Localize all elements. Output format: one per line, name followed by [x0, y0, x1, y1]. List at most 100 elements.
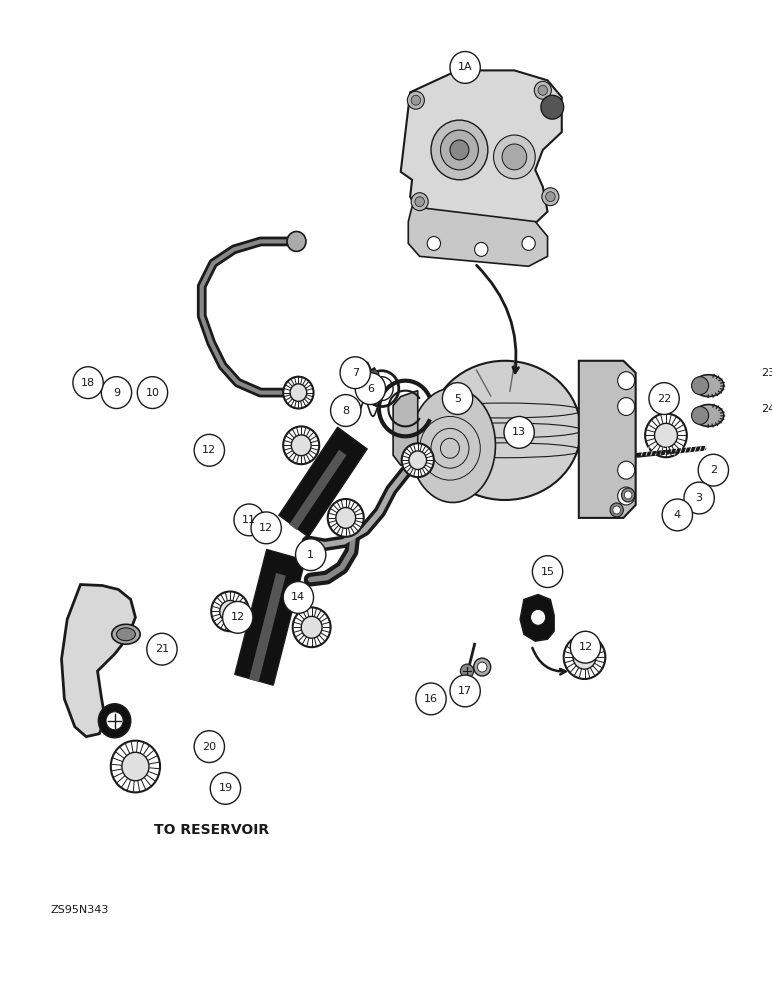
- Circle shape: [441, 130, 479, 170]
- Circle shape: [287, 231, 306, 251]
- Circle shape: [370, 370, 379, 380]
- Circle shape: [474, 658, 491, 676]
- Circle shape: [408, 91, 425, 109]
- Circle shape: [649, 383, 679, 414]
- Circle shape: [625, 491, 631, 499]
- Circle shape: [222, 601, 253, 633]
- Text: 12: 12: [578, 642, 593, 652]
- Circle shape: [210, 772, 241, 804]
- Text: 7: 7: [352, 368, 359, 378]
- Ellipse shape: [117, 628, 135, 641]
- Circle shape: [698, 454, 729, 486]
- Circle shape: [401, 443, 434, 477]
- Circle shape: [220, 600, 241, 622]
- Circle shape: [287, 383, 306, 403]
- Circle shape: [101, 377, 132, 409]
- Text: 12: 12: [231, 612, 245, 622]
- Circle shape: [502, 144, 527, 170]
- Text: 9: 9: [113, 388, 120, 398]
- Text: 16: 16: [424, 694, 438, 704]
- Text: 10: 10: [145, 388, 160, 398]
- Text: 11: 11: [242, 515, 256, 525]
- Text: 3: 3: [696, 493, 703, 503]
- Circle shape: [610, 503, 623, 517]
- Text: 6: 6: [367, 384, 374, 394]
- Circle shape: [442, 383, 472, 414]
- Circle shape: [618, 461, 635, 479]
- Ellipse shape: [410, 388, 496, 502]
- Polygon shape: [62, 585, 135, 737]
- Text: 22: 22: [657, 394, 671, 404]
- Ellipse shape: [693, 375, 724, 397]
- Text: 20: 20: [202, 742, 216, 752]
- Polygon shape: [520, 594, 554, 641]
- Circle shape: [147, 633, 177, 665]
- Bar: [290, 450, 347, 530]
- Circle shape: [475, 242, 488, 256]
- Circle shape: [283, 582, 313, 613]
- Circle shape: [692, 377, 709, 395]
- Polygon shape: [393, 391, 418, 465]
- Circle shape: [546, 192, 555, 202]
- Circle shape: [122, 752, 149, 781]
- Circle shape: [534, 81, 551, 99]
- Circle shape: [530, 609, 546, 625]
- Circle shape: [330, 395, 361, 426]
- Circle shape: [137, 377, 168, 409]
- Text: 1: 1: [307, 550, 314, 560]
- Circle shape: [753, 393, 772, 424]
- Circle shape: [195, 731, 225, 763]
- Circle shape: [111, 741, 160, 792]
- Text: 13: 13: [512, 427, 527, 437]
- Circle shape: [541, 95, 564, 119]
- Text: 1A: 1A: [458, 62, 472, 72]
- Circle shape: [291, 435, 311, 456]
- Text: 8: 8: [342, 406, 349, 416]
- Circle shape: [533, 556, 563, 588]
- Circle shape: [684, 482, 714, 514]
- Circle shape: [450, 140, 469, 160]
- Circle shape: [645, 413, 687, 457]
- Text: 12: 12: [259, 523, 273, 533]
- Circle shape: [296, 539, 326, 571]
- Text: 12: 12: [202, 445, 216, 455]
- Circle shape: [195, 434, 225, 466]
- Circle shape: [655, 423, 678, 447]
- Circle shape: [662, 499, 692, 531]
- Circle shape: [427, 236, 441, 250]
- Circle shape: [618, 487, 635, 505]
- Circle shape: [290, 384, 306, 401]
- Polygon shape: [579, 361, 635, 518]
- Text: 24: 24: [761, 404, 772, 414]
- Circle shape: [212, 591, 249, 631]
- Circle shape: [336, 508, 356, 528]
- Circle shape: [355, 373, 385, 405]
- Circle shape: [477, 662, 487, 672]
- Circle shape: [538, 85, 547, 95]
- Circle shape: [293, 607, 330, 647]
- Circle shape: [351, 377, 363, 389]
- Circle shape: [450, 675, 480, 707]
- Circle shape: [618, 372, 635, 390]
- Circle shape: [73, 367, 103, 399]
- Circle shape: [283, 377, 313, 409]
- Text: 14: 14: [291, 592, 306, 602]
- Circle shape: [411, 193, 428, 211]
- Circle shape: [251, 512, 281, 544]
- Text: 5: 5: [454, 394, 461, 404]
- Circle shape: [460, 664, 474, 678]
- Text: 15: 15: [540, 567, 554, 577]
- Text: ZS95N343: ZS95N343: [50, 905, 109, 915]
- Circle shape: [564, 635, 605, 679]
- Text: 17: 17: [458, 686, 472, 696]
- Circle shape: [415, 197, 425, 207]
- Circle shape: [618, 398, 635, 415]
- Bar: [235, 550, 305, 685]
- Circle shape: [106, 712, 123, 730]
- Circle shape: [431, 120, 488, 180]
- Circle shape: [522, 236, 535, 250]
- Circle shape: [416, 683, 446, 715]
- Circle shape: [409, 451, 427, 470]
- Circle shape: [613, 506, 621, 514]
- Ellipse shape: [693, 405, 724, 426]
